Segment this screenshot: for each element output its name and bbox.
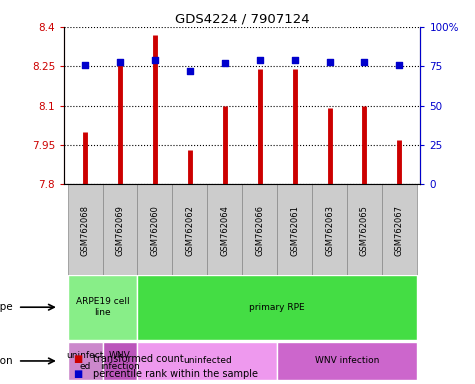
FancyBboxPatch shape — [67, 275, 137, 340]
Point — [291, 57, 298, 63]
Text: GSM762063: GSM762063 — [325, 205, 334, 256]
Point — [221, 60, 228, 66]
Text: GSM762068: GSM762068 — [81, 205, 90, 256]
FancyBboxPatch shape — [242, 184, 277, 276]
Text: GSM762060: GSM762060 — [151, 205, 160, 256]
Text: GSM762066: GSM762066 — [255, 205, 264, 256]
Text: cell type: cell type — [0, 302, 12, 312]
Title: GDS4224 / 7907124: GDS4224 / 7907124 — [175, 13, 310, 26]
FancyBboxPatch shape — [277, 184, 312, 276]
Text: GSM762069: GSM762069 — [115, 205, 124, 256]
Text: uninfected: uninfected — [183, 356, 232, 366]
Text: percentile rank within the sample: percentile rank within the sample — [93, 369, 257, 379]
Text: transformed count: transformed count — [93, 354, 183, 364]
Point — [186, 68, 194, 74]
FancyBboxPatch shape — [172, 184, 207, 276]
FancyBboxPatch shape — [312, 184, 347, 276]
FancyBboxPatch shape — [207, 184, 242, 276]
Point — [116, 58, 124, 65]
Text: WNV
infection: WNV infection — [100, 351, 140, 371]
FancyBboxPatch shape — [103, 342, 137, 380]
Text: WNV infection: WNV infection — [315, 356, 379, 366]
Text: GSM762067: GSM762067 — [395, 205, 404, 256]
Text: infection: infection — [0, 356, 12, 366]
Text: ARPE19 cell
line: ARPE19 cell line — [76, 298, 129, 317]
FancyBboxPatch shape — [67, 342, 103, 380]
Text: primary RPE: primary RPE — [249, 303, 305, 312]
Point — [326, 58, 333, 65]
Text: ■: ■ — [74, 354, 83, 364]
Point — [81, 61, 89, 68]
FancyBboxPatch shape — [67, 184, 103, 276]
Point — [256, 57, 264, 63]
FancyBboxPatch shape — [277, 342, 417, 380]
FancyBboxPatch shape — [382, 184, 417, 276]
Text: GSM762062: GSM762062 — [185, 205, 194, 256]
FancyBboxPatch shape — [103, 184, 137, 276]
Point — [396, 61, 403, 68]
Text: ■: ■ — [74, 369, 83, 379]
FancyBboxPatch shape — [137, 275, 417, 340]
Text: GSM762065: GSM762065 — [360, 205, 369, 256]
Text: GSM762064: GSM762064 — [220, 205, 229, 256]
Text: GSM762061: GSM762061 — [290, 205, 299, 256]
FancyBboxPatch shape — [137, 342, 277, 380]
FancyBboxPatch shape — [347, 184, 382, 276]
FancyBboxPatch shape — [137, 184, 172, 276]
Point — [151, 57, 159, 63]
Point — [361, 58, 368, 65]
Text: uninfect
ed: uninfect ed — [66, 351, 104, 371]
